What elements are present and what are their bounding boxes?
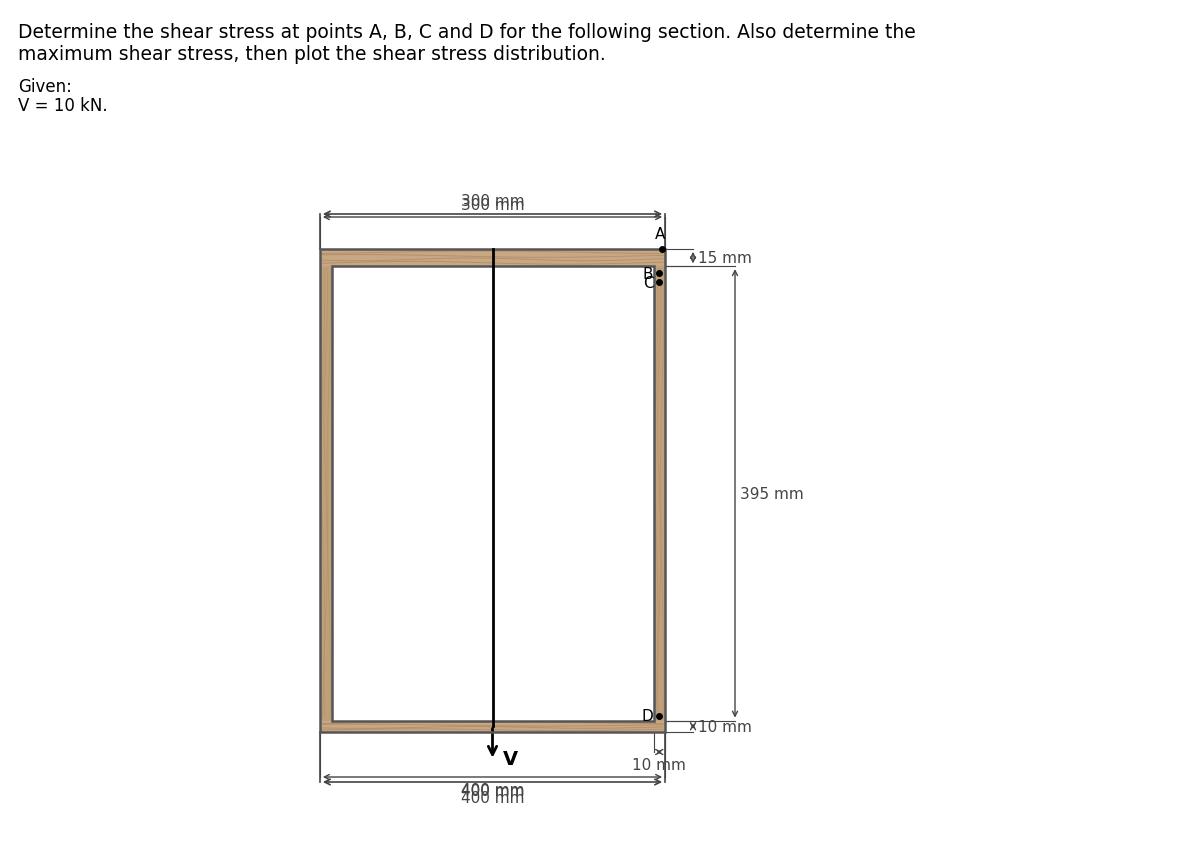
- Text: 10 mm: 10 mm: [698, 719, 752, 734]
- Text: 300 mm: 300 mm: [461, 193, 524, 209]
- Text: 395 mm: 395 mm: [740, 486, 804, 501]
- Text: maximum shear stress, then plot the shear stress distribution.: maximum shear stress, then plot the shea…: [18, 45, 606, 64]
- Text: Determine the shear stress at points A, B, C and D for the following section. Al: Determine the shear stress at points A, …: [18, 23, 916, 42]
- Bar: [331, 267, 654, 721]
- Bar: [654, 267, 665, 721]
- Text: 280 mm: 280 mm: [461, 450, 524, 465]
- Text: A: A: [655, 227, 665, 242]
- Text: C: C: [643, 275, 653, 291]
- Text: 10 mm: 10 mm: [632, 757, 686, 772]
- Text: V = 10 kN.: V = 10 kN.: [18, 97, 108, 115]
- Text: D: D: [642, 708, 653, 723]
- Text: V: V: [503, 749, 517, 769]
- Text: 280 mm: 280 mm: [451, 446, 515, 462]
- Bar: [320, 721, 665, 732]
- Bar: [320, 250, 665, 732]
- Bar: [320, 267, 331, 721]
- Text: 300 mm: 300 mm: [461, 198, 524, 213]
- Bar: [320, 250, 665, 267]
- Text: Given:: Given:: [18, 78, 72, 96]
- Text: 400 mm: 400 mm: [461, 790, 524, 805]
- Text: 400 mm: 400 mm: [461, 783, 524, 798]
- Text: 15 mm: 15 mm: [698, 250, 752, 266]
- Text: 400 mm: 400 mm: [461, 782, 524, 797]
- Text: B: B: [643, 267, 653, 281]
